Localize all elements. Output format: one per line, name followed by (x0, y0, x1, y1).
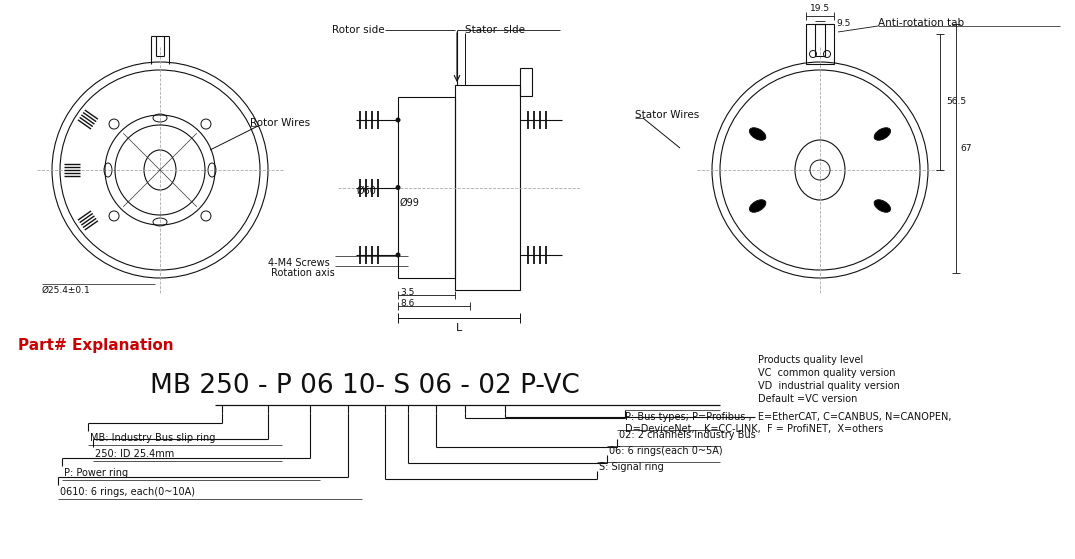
Text: 02: 2 channels Industry Bus: 02: 2 channels Industry Bus (619, 430, 756, 440)
Text: MB 250 - P 06 10- S 06 - 02 P-VC: MB 250 - P 06 10- S 06 - 02 P-VC (151, 373, 579, 399)
Bar (455, 85, 520, 290)
Text: 0610: 6 rings, each(0~10A): 0610: 6 rings, each(0~10A) (60, 487, 195, 497)
Text: S: Signal ring: S: Signal ring (599, 462, 663, 472)
Text: Ø99: Ø99 (400, 197, 420, 207)
Bar (815, 24, 825, 56)
Ellipse shape (749, 128, 765, 140)
Text: 19.5: 19.5 (809, 4, 830, 13)
Text: 9.5: 9.5 (836, 19, 850, 28)
Circle shape (396, 117, 401, 122)
Text: P: Power ring: P: Power ring (64, 468, 128, 478)
Text: 56.5: 56.5 (946, 97, 966, 107)
Ellipse shape (874, 200, 890, 212)
Bar (398, 97, 455, 278)
Text: 8.6: 8.6 (400, 299, 414, 308)
Text: Rotor Wires: Rotor Wires (250, 118, 310, 128)
Bar (806, 24, 834, 64)
Text: Default =VC version: Default =VC version (758, 394, 858, 404)
Text: Rotation axis: Rotation axis (271, 268, 335, 278)
Text: Part# Explanation: Part# Explanation (18, 338, 174, 353)
Text: Anti-rotation tab: Anti-rotation tab (878, 18, 964, 28)
Text: VC  common quality version: VC common quality version (758, 368, 895, 378)
Bar (520, 68, 532, 96)
Text: Ø60: Ø60 (356, 186, 376, 196)
Circle shape (396, 185, 401, 190)
Text: L: L (456, 323, 462, 333)
Text: P: Bus types; P=Profibus ,  E=EtherCAT, C=CANBUS, N=CANOPEN,: P: Bus types; P=Profibus , E=EtherCAT, C… (625, 412, 951, 422)
Text: D=DeviceNet,   K=CC-LINK,  F = ProfiNET,  X=others: D=DeviceNet, K=CC-LINK, F = ProfiNET, X=… (625, 424, 884, 434)
Text: Rotor side: Rotor side (332, 25, 385, 35)
Ellipse shape (874, 128, 890, 140)
Text: 67: 67 (960, 144, 972, 153)
Text: Products quality level: Products quality level (758, 355, 863, 365)
Text: MB: Industry Bus slip ring: MB: Industry Bus slip ring (90, 433, 215, 443)
Text: Stator  slde: Stator slde (465, 25, 525, 35)
Text: 250: ID 25.4mm: 250: ID 25.4mm (95, 449, 174, 459)
Text: 3.5: 3.5 (400, 288, 414, 297)
Text: 4-M4 Screws: 4-M4 Screws (269, 258, 330, 268)
Text: 06: 6 rings(each 0~5A): 06: 6 rings(each 0~5A) (610, 446, 722, 456)
Circle shape (396, 253, 401, 258)
Text: Ø25.4±0.1: Ø25.4±0.1 (42, 286, 90, 295)
Ellipse shape (749, 200, 765, 212)
Text: VD  industrial quality version: VD industrial quality version (758, 381, 900, 391)
Text: Stator Wires: Stator Wires (635, 110, 699, 120)
